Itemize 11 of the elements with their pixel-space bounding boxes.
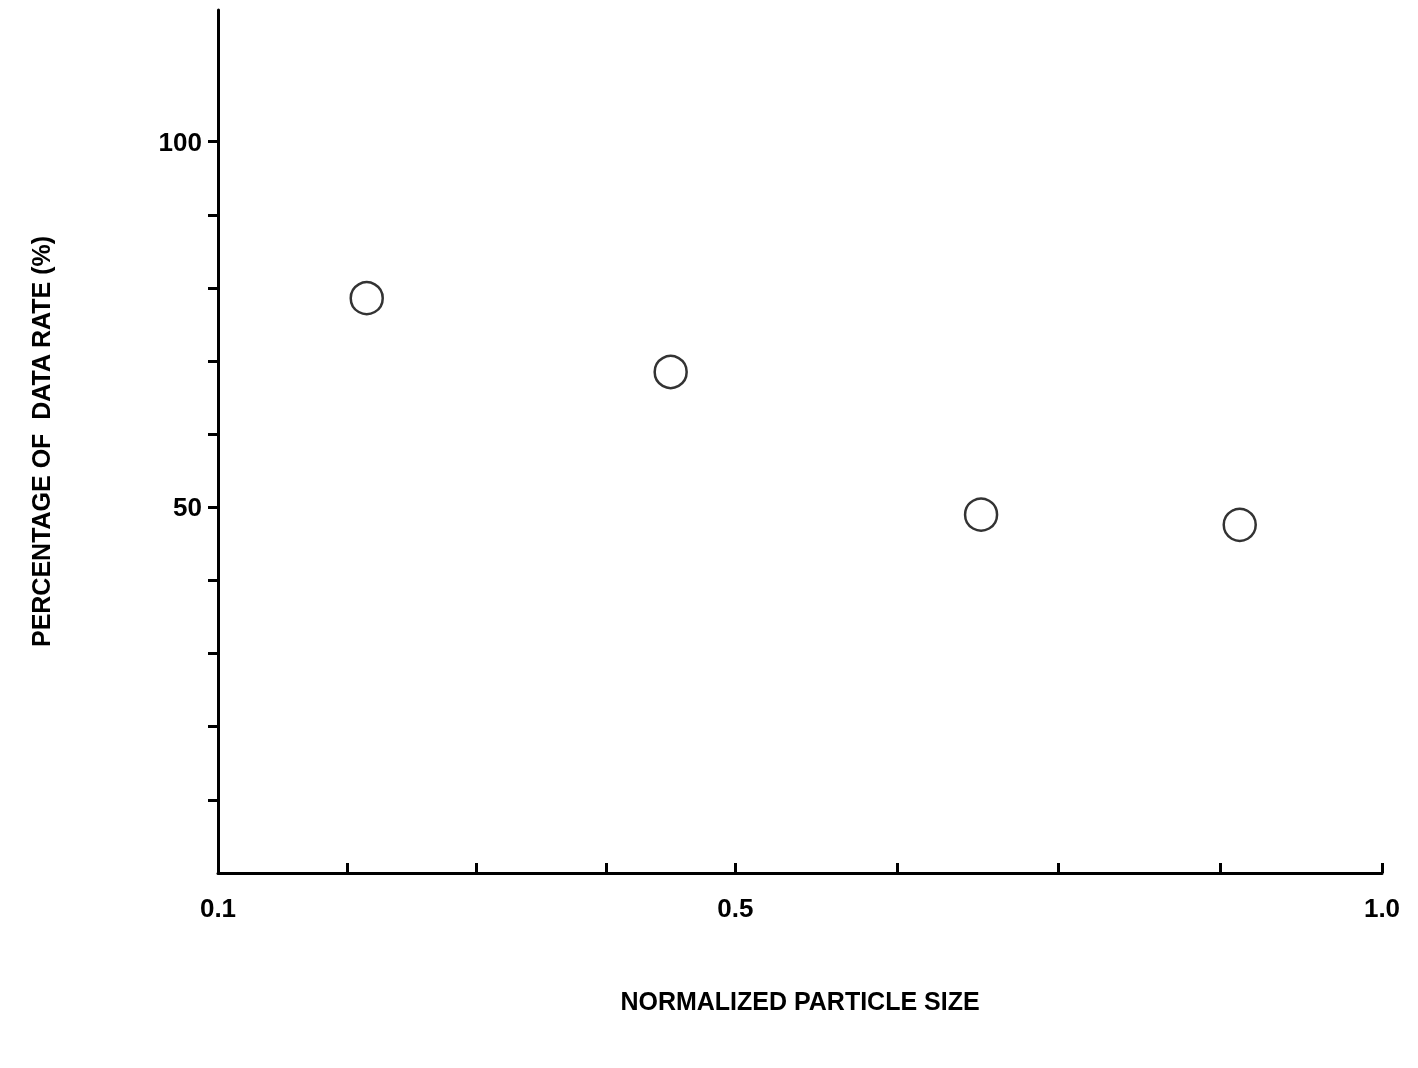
x-tick-label: 0.1 xyxy=(199,893,237,923)
point xyxy=(653,354,688,390)
x-tick-label: 0.5 xyxy=(717,893,754,923)
x-tick-label: 1.0 xyxy=(1363,893,1401,923)
point xyxy=(963,497,999,532)
x-axis-title: NORMALIZED PARTICLE SIZE xyxy=(620,986,980,1015)
point xyxy=(349,280,384,316)
y-tick-label: 50 xyxy=(173,492,202,523)
y-tick-label: 100 xyxy=(158,126,202,157)
y-axis-title: PERCENTAGE OF DATA RATE (%) xyxy=(26,235,55,648)
point xyxy=(1222,507,1257,543)
